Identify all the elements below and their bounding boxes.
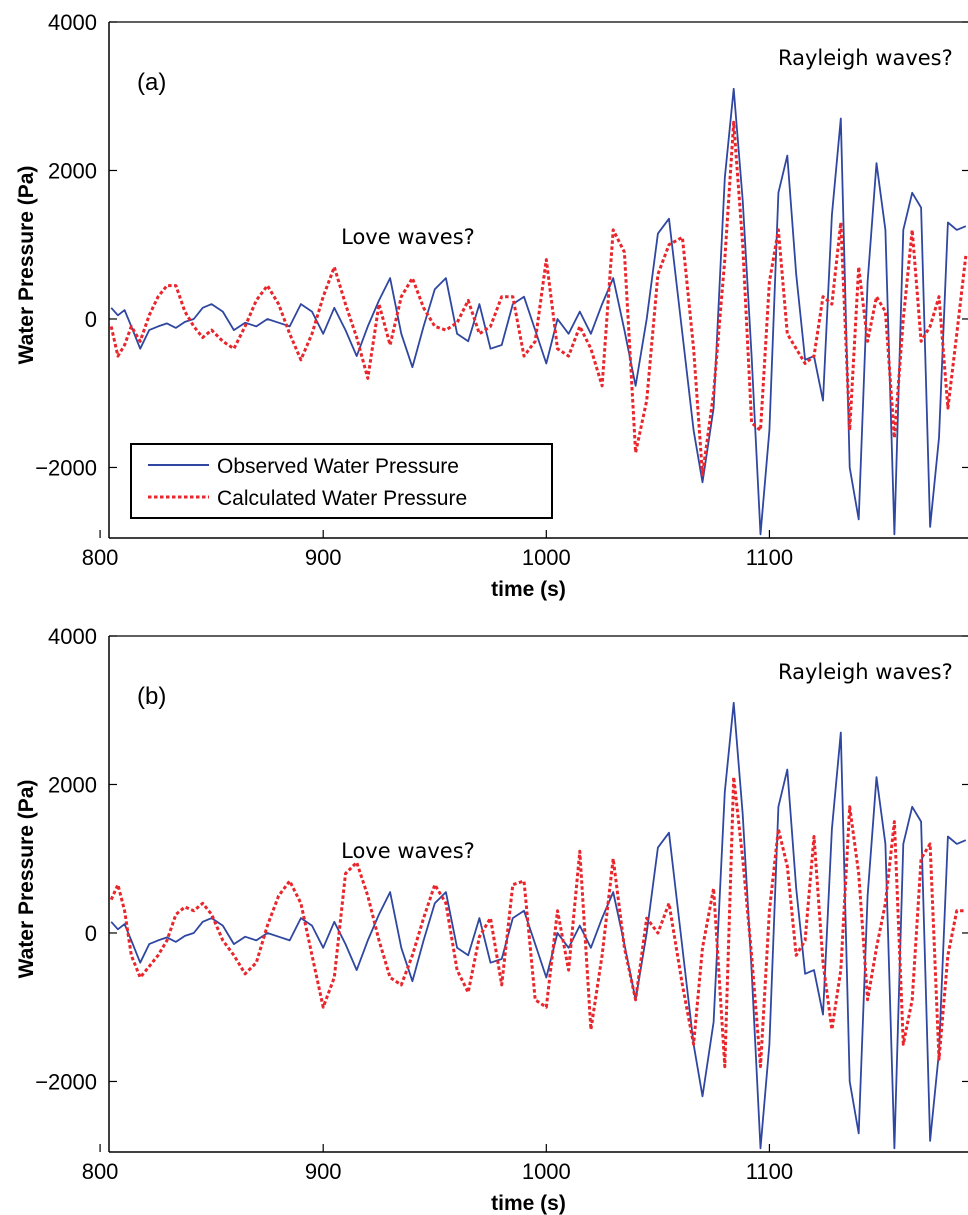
y-tick-label: 4000 <box>48 10 97 35</box>
x-tick-label: 1100 <box>746 1159 793 1184</box>
observed-pressure-line <box>110 701 967 1150</box>
x-tick-label: 900 <box>305 1159 342 1184</box>
y-tick-label: 0 <box>85 921 97 946</box>
x-axis-title: time (s) <box>491 578 566 601</box>
y-tick-label: 0 <box>85 307 97 332</box>
calculated-pressure-line <box>109 775 966 1069</box>
y-tick-label: 2000 <box>48 772 97 797</box>
x-tick-label: 800 <box>82 1159 119 1184</box>
x-tick-label: 900 <box>305 545 342 570</box>
x-tick-label: 1000 <box>522 545 571 570</box>
panel-label: (a) <box>137 69 166 96</box>
y-tick-label: −2000 <box>35 1069 97 1094</box>
calculated-pressure-line <box>109 120 968 477</box>
y-axis-title: Water Pressure (Pa) <box>15 780 38 979</box>
legend-label: Calculated Water Pressure <box>217 487 467 510</box>
annotation: Rayleigh waves? <box>778 660 953 684</box>
annotation: Love waves? <box>341 225 475 249</box>
annotation: Love waves? <box>341 839 475 863</box>
y-tick-label: 4000 <box>48 624 97 649</box>
chart-panel-a: −2000 0 2000 4000 800 900 1000 1100 time (s) Wate… <box>15 10 968 601</box>
panel-label: (b) <box>137 683 166 710</box>
y-axis-title: Water Pressure (Pa) <box>15 166 38 365</box>
legend-box <box>130 443 553 519</box>
y-tick-label: 2000 <box>48 158 97 183</box>
annotation: Rayleigh waves? <box>778 46 953 70</box>
chart-panel-b: −2000 0 2000 4000 800 900 1000 1100 time (s) Wate… <box>15 624 968 1215</box>
legend-label: Observed Water Pressure <box>217 455 459 478</box>
x-tick-label: 1100 <box>746 545 793 570</box>
x-tick-label: 1000 <box>522 1159 571 1184</box>
observed-pressure-line <box>110 87 967 536</box>
x-axis-title: time (s) <box>491 1192 566 1215</box>
y-tick-label: −2000 <box>35 455 97 480</box>
x-tick-label: 800 <box>82 545 119 570</box>
